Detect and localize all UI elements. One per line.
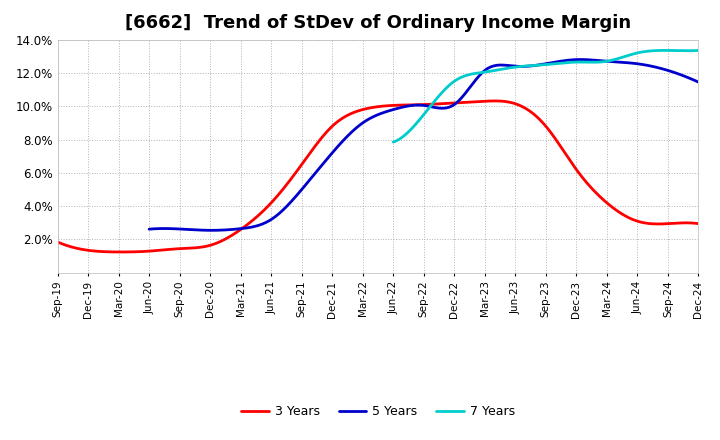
Legend: 3 Years, 5 Years, 7 Years: 3 Years, 5 Years, 7 Years: [236, 400, 520, 423]
5 Years: [207, 227, 216, 233]
5 Years: [473, 76, 482, 81]
7 Years: [694, 48, 703, 53]
5 Years: [145, 227, 153, 232]
5 Years: [410, 103, 419, 108]
7 Years: [660, 48, 668, 53]
5 Years: [576, 57, 585, 62]
3 Years: [681, 220, 690, 225]
3 Years: [401, 103, 410, 108]
5 Years: [694, 80, 703, 85]
7 Years: [534, 62, 542, 68]
5 Years: [443, 105, 451, 110]
7 Years: [554, 61, 563, 66]
3 Years: [581, 179, 590, 184]
3 Years: [117, 249, 126, 255]
Title: [6662]  Trend of StDev of Ordinary Income Margin: [6662] Trend of StDev of Ordinary Income…: [125, 15, 631, 33]
3 Years: [694, 221, 703, 226]
7 Years: [570, 59, 579, 65]
5 Years: [683, 75, 692, 80]
7 Years: [688, 48, 696, 53]
3 Years: [363, 106, 372, 111]
Line: 3 Years: 3 Years: [58, 101, 698, 252]
3 Years: [491, 98, 500, 103]
5 Years: [597, 58, 606, 63]
3 Years: [436, 101, 445, 106]
7 Years: [639, 49, 648, 55]
3 Years: [359, 107, 367, 112]
Line: 7 Years: 7 Years: [393, 51, 698, 142]
7 Years: [536, 62, 544, 68]
3 Years: [53, 239, 62, 245]
7 Years: [389, 139, 397, 145]
Line: 5 Years: 5 Years: [149, 59, 698, 230]
5 Years: [407, 103, 415, 108]
